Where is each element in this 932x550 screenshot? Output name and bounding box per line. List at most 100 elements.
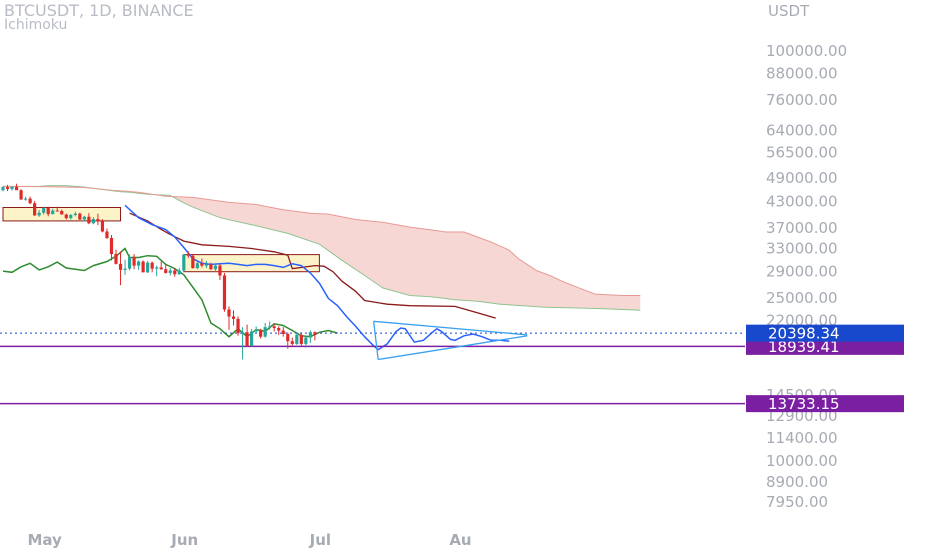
- current-price-tag-label: 20398.34: [768, 325, 840, 343]
- candle-body: [132, 256, 136, 266]
- candle: [213, 265, 218, 273]
- candle: [173, 268, 177, 277]
- candle: [137, 260, 141, 270]
- time-axis[interactable]: May Jun Jul Au: [27, 531, 471, 549]
- candle-body: [14, 186, 19, 191]
- level-tag-2-label: 13733.15: [768, 395, 840, 413]
- candle-body: [60, 210, 64, 215]
- candle-body: [37, 212, 41, 216]
- candle-body: [141, 261, 145, 273]
- triangle-left-edge: [372, 321, 379, 360]
- candle-body: [51, 210, 55, 215]
- x-tick-label: Au: [449, 531, 471, 549]
- candle: [218, 263, 222, 280]
- candle-body: [200, 263, 204, 266]
- y-tick-label: 88000.00: [766, 65, 838, 83]
- candle: [236, 316, 240, 336]
- level-tag-1-label: 18939.41: [768, 338, 840, 356]
- candle-body: [69, 214, 73, 219]
- candle: [1, 185, 5, 192]
- candle: [150, 261, 154, 273]
- x-tick-label: Jun: [170, 531, 198, 549]
- price-axis[interactable]: USDT 100000.00 88000.00 76000.00 64000.00 56…: [766, 2, 847, 511]
- triangle-lower-edge: [378, 335, 528, 361]
- candle: [159, 261, 163, 270]
- candle: [191, 254, 195, 269]
- candle: [295, 333, 299, 345]
- candle: [299, 332, 303, 347]
- candle: [87, 213, 91, 225]
- candle-body: [231, 316, 236, 319]
- candle-body: [28, 198, 32, 204]
- candle: [100, 219, 105, 233]
- candle: [263, 322, 267, 338]
- y-tick-label: 64000.00: [766, 121, 838, 139]
- candle-body: [304, 337, 308, 344]
- candle: [168, 268, 172, 276]
- candle-body: [254, 329, 258, 332]
- candle-body: [105, 231, 109, 238]
- candle-body: [268, 326, 272, 328]
- candle: [46, 206, 50, 217]
- candle: [109, 234, 114, 261]
- candle: [24, 196, 28, 201]
- y-tick-label: 10000.00: [766, 452, 838, 470]
- candle-body: [19, 190, 23, 200]
- candle-body: [55, 210, 59, 212]
- candle-body: [146, 262, 150, 273]
- candle: [73, 211, 77, 217]
- candle: [28, 196, 32, 205]
- candle: [64, 213, 68, 220]
- candle: [177, 268, 181, 275]
- candle-body: [46, 207, 50, 215]
- y-tick-label: 25000.00: [766, 289, 838, 307]
- candle: [200, 258, 204, 268]
- candle: [195, 260, 199, 270]
- y-tick-label: 29000.00: [766, 262, 838, 280]
- candle-body: [227, 309, 231, 317]
- candle: [5, 184, 10, 192]
- candle: [37, 210, 41, 217]
- candle-body: [73, 213, 77, 215]
- level-tag-2: 13733.15: [746, 395, 904, 413]
- candle-body: [127, 256, 132, 269]
- candle: [69, 214, 73, 220]
- candle-body: [1, 187, 5, 191]
- candle-body: [159, 267, 163, 270]
- candle: [42, 206, 46, 215]
- candle-body: [182, 254, 186, 271]
- horizontal-levels[interactable]: [0, 332, 745, 405]
- triangle-drawing[interactable]: [372, 320, 528, 361]
- candle: [91, 217, 95, 225]
- current-price-tag-bg: [746, 324, 904, 342]
- base-line: [129, 212, 496, 319]
- candle: [141, 260, 145, 273]
- candle-body: [204, 264, 208, 266]
- candle-body: [240, 332, 245, 334]
- candle-body: [109, 237, 114, 255]
- lagging-span: [2, 247, 338, 338]
- candle: [272, 323, 276, 332]
- candle-body: [33, 203, 37, 216]
- candle: [146, 260, 150, 273]
- candle: [14, 183, 19, 191]
- candle: [132, 254, 136, 270]
- candle: [259, 328, 263, 339]
- y-tick-label: 49000.00: [766, 169, 838, 187]
- candle-body: [123, 268, 127, 270]
- candle-body: [250, 331, 254, 346]
- candle: [114, 249, 118, 265]
- y-tick-label: 37000.00: [766, 219, 838, 237]
- candle-body: [222, 275, 227, 310]
- candle-body: [24, 198, 28, 200]
- candle: [227, 306, 231, 330]
- candle-body: [295, 334, 299, 344]
- candle-body: [236, 318, 240, 334]
- candle-body: [5, 187, 10, 190]
- candle-body: [42, 207, 46, 213]
- candle-body: [78, 213, 82, 220]
- candle: [240, 327, 245, 360]
- candle-body: [87, 216, 91, 224]
- candle: [19, 189, 23, 200]
